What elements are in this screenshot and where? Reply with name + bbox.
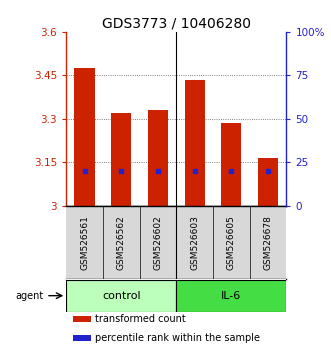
Bar (66, 280, 176, 312)
Text: IL-6: IL-6 (221, 291, 241, 301)
Text: GSM526678: GSM526678 (263, 215, 272, 270)
Bar (184, 80, 205, 206)
Text: GSM526605: GSM526605 (227, 215, 236, 270)
Bar (111, 113, 131, 206)
Title: GDS3773 / 10406280: GDS3773 / 10406280 (102, 17, 251, 31)
Bar (74, 68, 95, 206)
Text: GSM526561: GSM526561 (80, 215, 89, 270)
Bar (73, 335, 91, 341)
Text: transformed count: transformed count (95, 314, 185, 324)
Text: percentile rank within the sample: percentile rank within the sample (95, 333, 260, 343)
Bar (221, 123, 241, 206)
Text: agent: agent (15, 291, 43, 301)
Text: control: control (102, 291, 141, 301)
Text: GSM526603: GSM526603 (190, 215, 199, 270)
Text: GSM526602: GSM526602 (153, 215, 163, 270)
Bar (258, 158, 278, 206)
Bar (73, 316, 91, 322)
Bar (148, 110, 168, 206)
Bar (176, 280, 286, 312)
Text: GSM526562: GSM526562 (117, 215, 126, 270)
